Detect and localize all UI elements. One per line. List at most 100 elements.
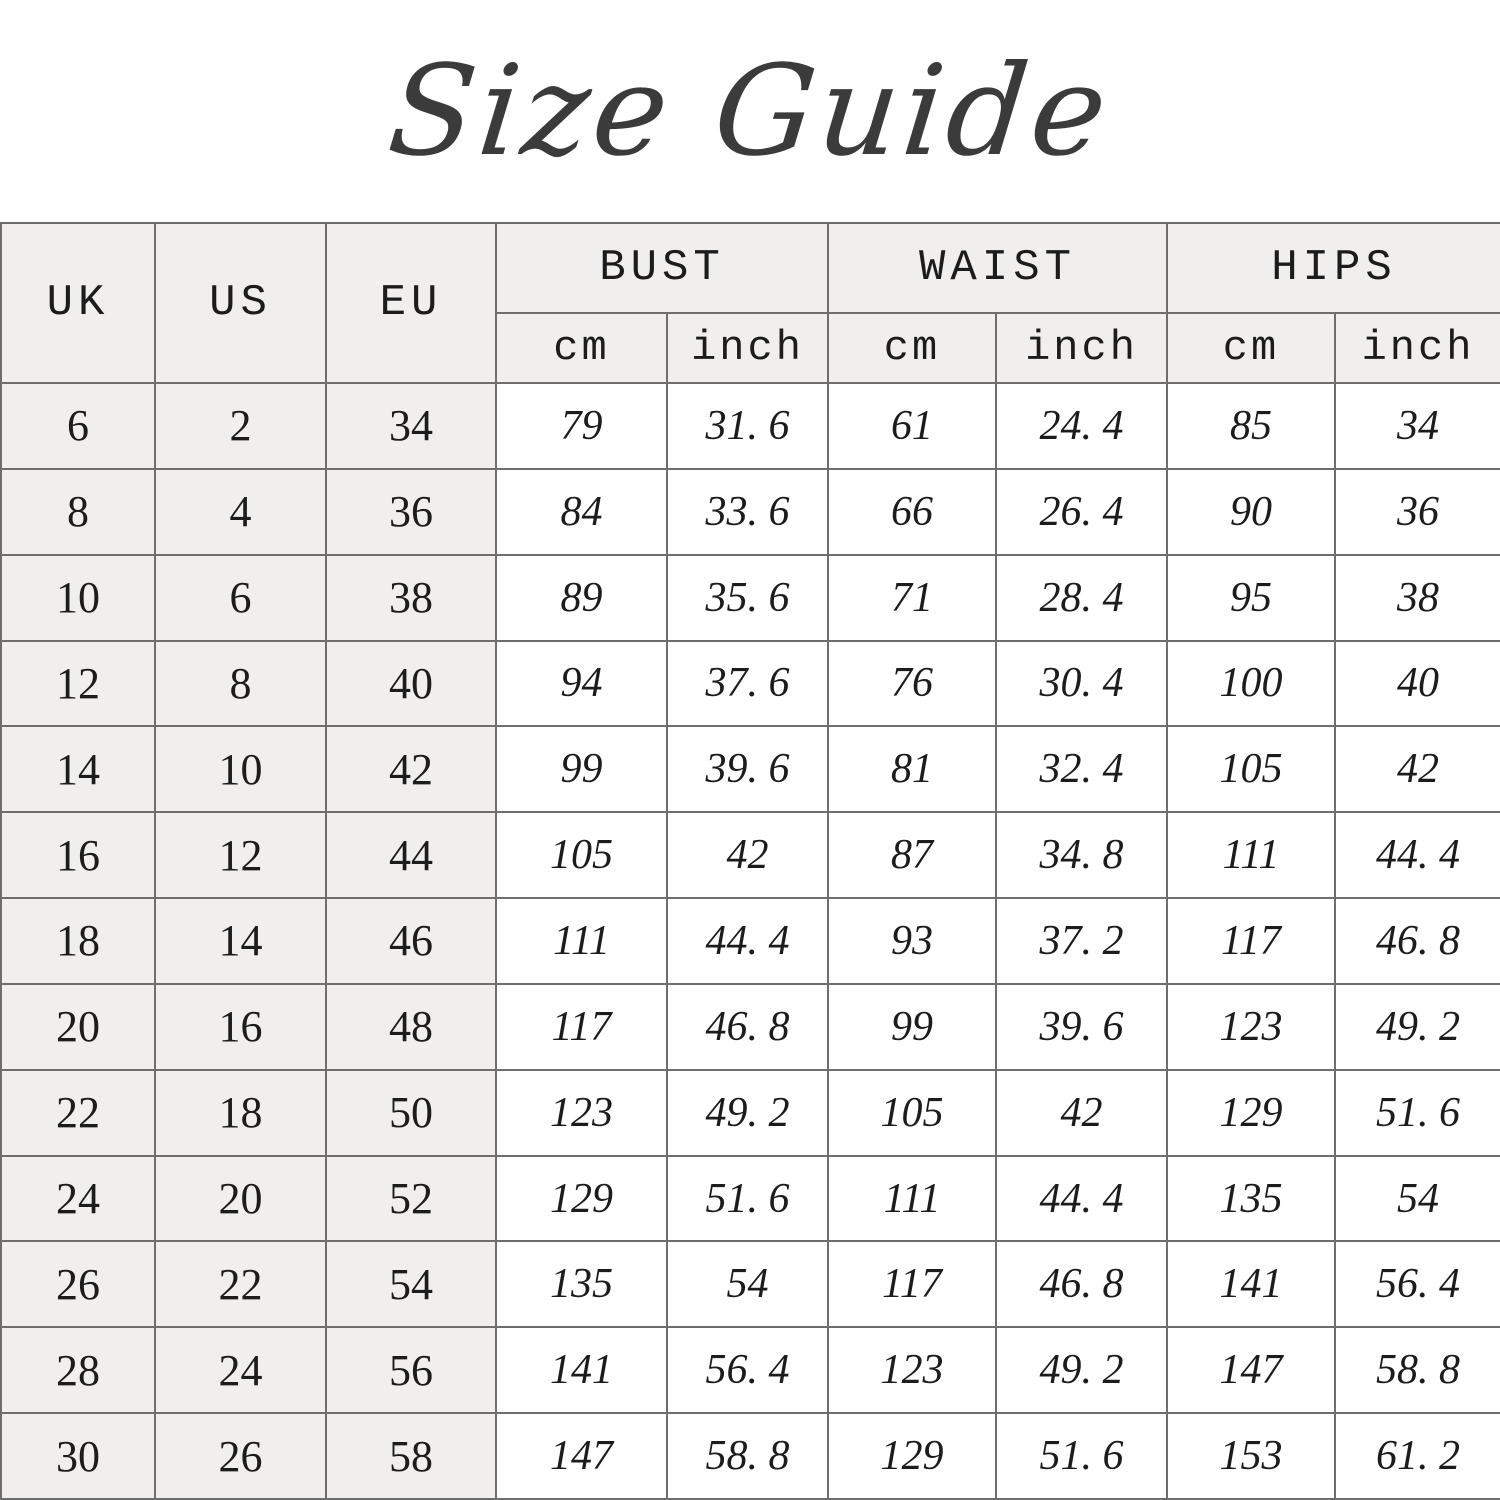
cell-bust-inch: 51. 6 [666,1154,829,1243]
cell-hips-inch: 58. 8 [1334,1326,1500,1415]
cell-bust-inch: 54 [666,1240,829,1329]
cell-us: 16 [154,982,327,1071]
cell-waist-cm: 117 [827,1240,997,1329]
cell-eu: 48 [325,982,497,1071]
cell-hips-inch: 54 [1334,1154,1500,1243]
cell-us: 4 [154,467,327,556]
cell-bust-cm: 84 [495,467,668,556]
cell-bust-cm: 79 [495,382,668,470]
table-row: 22 18 50 123 49. 2 105 42 129 51. 6 [0,1068,1500,1157]
cell-waist-cm: 87 [827,811,997,900]
cell-uk: 16 [0,811,156,900]
cell-uk: 24 [0,1154,156,1243]
table-row: 12 8 40 94 37. 6 76 30. 4 100 40 [0,639,1500,728]
cell-hips-cm: 129 [1166,1068,1336,1157]
cell-waist-inch: 26. 4 [995,467,1168,556]
cell-uk: 12 [0,639,156,728]
cell-waist-cm: 71 [827,553,997,642]
cell-hips-inch: 40 [1334,639,1500,728]
col-group-bust: BUST [495,222,829,314]
cell-uk: 20 [0,982,156,1071]
cell-eu: 58 [325,1412,497,1500]
cell-waist-cm: 123 [827,1326,997,1415]
cell-us: 2 [154,382,327,470]
cell-us: 26 [154,1412,327,1500]
cell-waist-inch: 39. 6 [995,982,1168,1071]
cell-bust-cm: 123 [495,1068,668,1157]
cell-waist-inch: 32. 4 [995,725,1168,814]
cell-uk: 30 [0,1412,156,1500]
table-row: 6 2 34 79 31. 6 61 24. 4 85 34 [0,382,1500,470]
cell-waist-cm: 111 [827,1154,997,1243]
cell-eu: 38 [325,553,497,642]
cell-bust-cm: 105 [495,811,668,900]
cell-eu: 46 [325,897,497,985]
cell-waist-cm: 76 [827,639,997,728]
table-row: 14 10 42 99 39. 6 81 32. 4 105 42 [0,725,1500,814]
unit-header-waist-inch: inch [995,312,1168,384]
cell-us: 10 [154,725,327,814]
cell-hips-inch: 42 [1334,725,1500,814]
cell-hips-cm: 135 [1166,1154,1336,1243]
table-row: 28 24 56 141 56. 4 123 49. 2 147 58. 8 [0,1326,1500,1415]
cell-bust-inch: 42 [666,811,829,900]
cell-bust-inch: 37. 6 [666,639,829,728]
cell-us: 12 [154,811,327,900]
cell-hips-inch: 61. 2 [1334,1412,1500,1500]
table-row: 30 26 58 147 58. 8 129 51. 6 153 61. 2 [0,1412,1500,1500]
cell-bust-cm: 147 [495,1412,668,1500]
cell-waist-cm: 129 [827,1412,997,1500]
cell-bust-cm: 94 [495,639,668,728]
cell-eu: 42 [325,725,497,814]
cell-hips-inch: 46. 8 [1334,897,1500,985]
table-row: 18 14 46 111 44. 4 93 37. 2 117 46. 8 [0,897,1500,985]
cell-bust-inch: 46. 8 [666,982,829,1071]
cell-bust-inch: 44. 4 [666,897,829,985]
cell-waist-inch: 28. 4 [995,553,1168,642]
page-title: Size Guide [382,38,1118,184]
cell-eu: 36 [325,467,497,556]
table-body: 6 2 34 79 31. 6 61 24. 4 85 34 8 4 36 84 33. 6 66 26. 4… [0,382,1500,1500]
cell-hips-cm: 111 [1166,811,1336,900]
table-row: 26 22 54 135 54 117 46. 8 141 56. 4 [0,1240,1500,1329]
cell-eu: 52 [325,1154,497,1243]
cell-waist-cm: 99 [827,982,997,1071]
cell-hips-cm: 85 [1166,382,1336,470]
cell-waist-cm: 93 [827,897,997,985]
cell-waist-cm: 81 [827,725,997,814]
table-row: 8 4 36 84 33. 6 66 26. 4 90 36 [0,467,1500,556]
cell-bust-cm: 135 [495,1240,668,1329]
unit-header-waist-cm: cm [827,312,997,384]
cell-uk: 14 [0,725,156,814]
cell-us: 20 [154,1154,327,1243]
cell-us: 6 [154,553,327,642]
cell-waist-cm: 105 [827,1068,997,1157]
cell-eu: 34 [325,382,497,470]
cell-bust-cm: 129 [495,1154,668,1243]
cell-waist-inch: 34. 8 [995,811,1168,900]
cell-uk: 22 [0,1068,156,1157]
table-row: 20 16 48 117 46. 8 99 39. 6 123 49. 2 [0,982,1500,1071]
cell-us: 14 [154,897,327,985]
cell-hips-inch: 36 [1334,467,1500,556]
table-row: 24 20 52 129 51. 6 111 44. 4 135 54 [0,1154,1500,1243]
cell-hips-cm: 95 [1166,553,1336,642]
cell-bust-cm: 117 [495,982,668,1071]
cell-hips-inch: 44. 4 [1334,811,1500,900]
cell-hips-cm: 117 [1166,897,1336,985]
cell-bust-inch: 58. 8 [666,1412,829,1500]
cell-waist-cm: 66 [827,467,997,556]
cell-eu: 56 [325,1326,497,1415]
table-row: 16 12 44 105 42 87 34. 8 111 44. 4 [0,811,1500,900]
size-guide-table: UK US EU BUST WAIST HIPS cm inch cm inch… [0,222,1500,1500]
unit-header-hips-inch: inch [1334,312,1500,384]
unit-header-bust-cm: cm [495,312,668,384]
cell-hips-inch: 38 [1334,553,1500,642]
cell-waist-inch: 51. 6 [995,1412,1168,1500]
cell-waist-inch: 30. 4 [995,639,1168,728]
cell-eu: 50 [325,1068,497,1157]
cell-bust-inch: 49. 2 [666,1068,829,1157]
cell-hips-inch: 56. 4 [1334,1240,1500,1329]
cell-uk: 8 [0,467,156,556]
col-header-uk: UK [0,222,156,384]
